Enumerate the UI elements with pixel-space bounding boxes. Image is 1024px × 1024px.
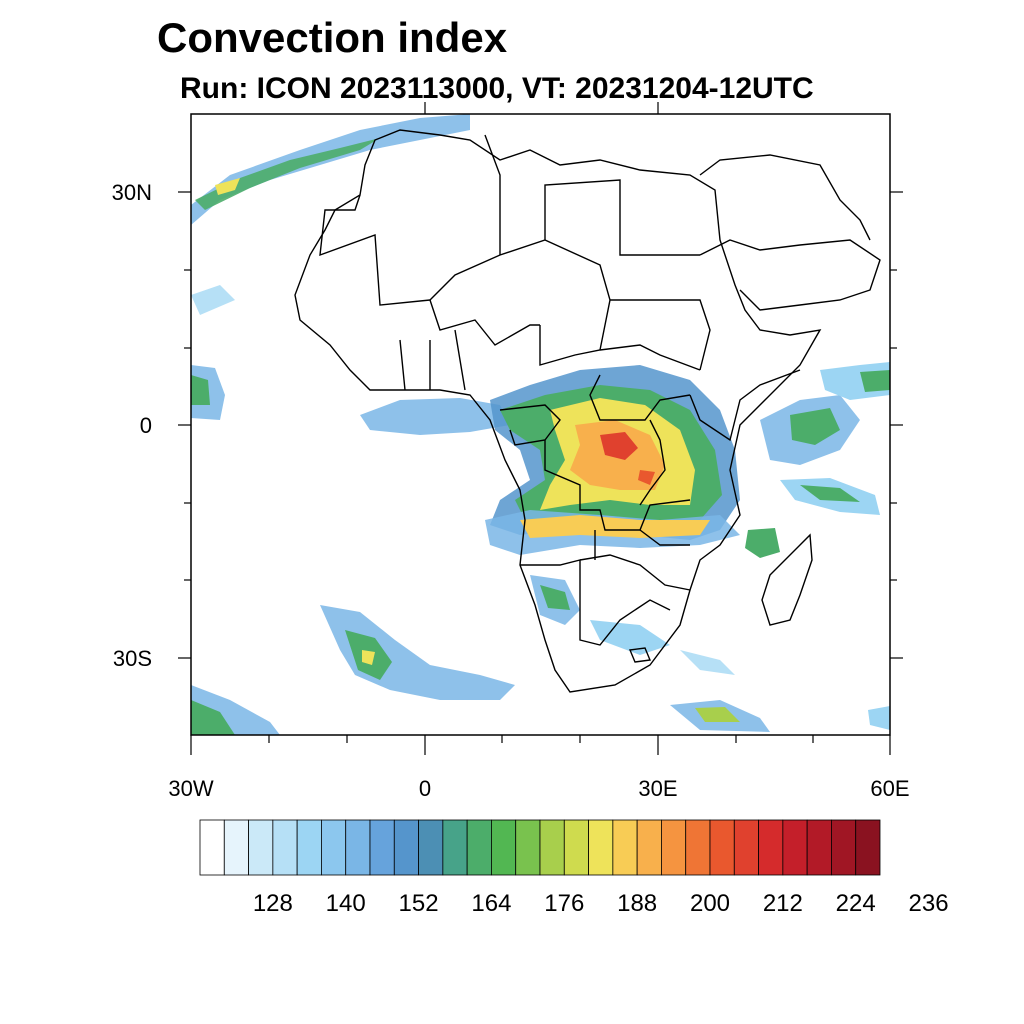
lon-label-60e: 60E — [870, 776, 910, 801]
lon-label-0: 0 — [418, 776, 432, 801]
colorbar-swatch — [709, 819, 735, 876]
colorbar-swatch — [442, 819, 468, 876]
convection-patch-southeast-core — [695, 707, 740, 722]
longitude-ticks — [190, 102, 891, 755]
colorbar-swatch — [321, 819, 347, 876]
colorbar-label: 164 — [471, 890, 512, 917]
lat-label-30s: 30S — [112, 646, 152, 671]
convection-patch-mozambique-channel — [680, 650, 735, 675]
colorbar-swatch — [296, 819, 322, 876]
colorbar-swatch — [393, 819, 419, 876]
border-line-19 — [399, 329, 466, 391]
colorbar-swatch — [199, 819, 225, 876]
convection-peak-north-atlantic — [215, 178, 240, 195]
colorbar-swatch — [563, 819, 589, 876]
colorbar-swatch — [345, 819, 371, 876]
convection-peak-small — [638, 470, 655, 485]
africa-coastline — [294, 129, 822, 693]
colorbar-swatch — [272, 819, 298, 876]
madagascar-coastline — [761, 533, 813, 626]
colorbar-swatch — [661, 819, 687, 876]
colorbar-swatch — [685, 819, 711, 876]
colorbar-swatch — [831, 819, 857, 876]
border-line-18 — [699, 154, 871, 241]
colorbar-swatch — [418, 819, 444, 876]
colorbar-label: 212 — [762, 890, 803, 917]
convection-field — [191, 114, 890, 735]
colorbar-label: 128 — [252, 890, 293, 917]
colorbar — [199, 819, 881, 876]
map-subtitle: Run: ICON 2023113000, VT: 20231204-12UTC — [180, 72, 814, 105]
border-line-12 — [689, 369, 801, 442]
colorbar-swatch — [369, 819, 395, 876]
convection-band-zambia-core — [520, 515, 710, 538]
colorbar-label: 188 — [617, 890, 658, 917]
convection-band-north-atlantic — [191, 114, 470, 225]
convection-patch-southwest-core — [191, 700, 235, 735]
colorbar-swatch — [223, 819, 249, 876]
border-line-9 — [544, 440, 691, 531]
convection-patch-namibia-core — [540, 585, 570, 610]
colorbar-label: 236 — [908, 890, 949, 917]
convection-patch-east-africa-core — [790, 408, 840, 445]
convection-band-south-atlantic — [320, 605, 515, 700]
convection-patch-se-corner — [868, 706, 890, 730]
border-line-2 — [429, 239, 611, 351]
lon-label-30e: 30E — [638, 776, 678, 801]
colorbar-swatch — [491, 819, 517, 876]
border-line-13 — [520, 559, 671, 646]
convection-peak-central-africa — [600, 432, 638, 460]
colorbar-label: 200 — [689, 890, 731, 917]
border-line-17 — [699, 239, 881, 311]
border-line-15 — [594, 529, 690, 560]
colorbar-swatch — [466, 819, 492, 876]
convection-core-north-atlantic — [195, 138, 380, 210]
convection-patch-west-core — [191, 375, 210, 405]
colorbar-swatch — [758, 819, 784, 876]
colorbar-swatch — [248, 819, 274, 876]
convection-patch-nw — [191, 285, 235, 315]
border-line-3 — [484, 134, 501, 255]
colorbar-label: 224 — [835, 890, 876, 917]
latitude-ticks — [178, 191, 903, 659]
colorbar-label: 152 — [398, 890, 439, 917]
lon-label-30w: 30W — [168, 776, 214, 801]
colorbar-swatch — [733, 819, 759, 876]
convection-patch-madagascar — [745, 528, 780, 558]
colorbar-label: 140 — [325, 890, 366, 917]
border-line-14 — [579, 554, 691, 591]
border-line-11 — [639, 419, 666, 506]
convection-patch-south-africa — [590, 620, 670, 655]
border-line-5 — [610, 299, 711, 371]
convection-band-guinea — [360, 398, 510, 435]
colorbar-swatch — [612, 819, 638, 876]
colorbar-swatch — [636, 819, 662, 876]
map-title: Convection index — [157, 14, 508, 61]
colorbar-swatch — [855, 819, 881, 876]
border-line-1 — [319, 194, 431, 306]
convection-peak-south-atlantic — [362, 650, 375, 665]
convection-patch-arabian-sea-core — [860, 370, 890, 392]
border-line-6 — [539, 325, 701, 371]
lat-label-30n: 30N — [111, 180, 152, 205]
border-line-8 — [499, 404, 561, 446]
border-line-10 — [589, 374, 691, 421]
colorbar-swatch — [782, 819, 808, 876]
colorbar-swatch — [515, 819, 541, 876]
country-borders — [294, 129, 881, 693]
colorbar-swatch — [806, 819, 832, 876]
convection-patch-indian-ocean-core — [800, 485, 860, 502]
border-line-4 — [544, 179, 700, 256]
colorbar-swatch — [588, 819, 614, 876]
border-line-7 — [429, 299, 540, 346]
border-line-16 — [629, 647, 651, 663]
colorbar-swatch — [539, 819, 565, 876]
lat-label-equator: 0 — [139, 413, 152, 438]
colorbar-label: 176 — [544, 890, 585, 917]
